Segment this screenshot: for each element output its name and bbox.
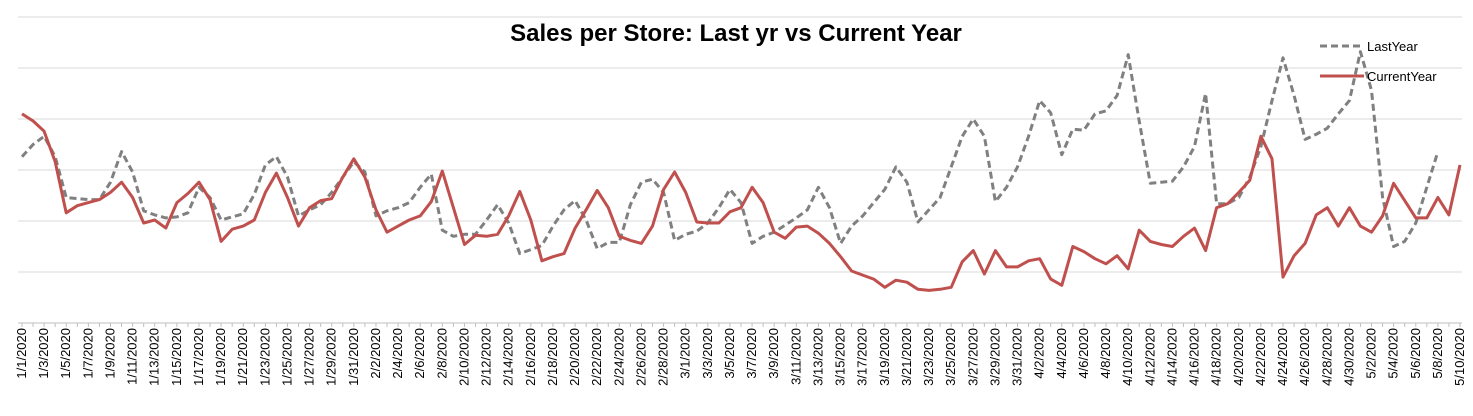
x-tick-label: 5/4/2020: [1386, 328, 1401, 379]
x-tick-label: 2/14/2020: [501, 328, 516, 386]
x-tick-label: 1/31/2020: [346, 328, 361, 386]
x-tick-label: 3/5/2020: [722, 328, 737, 379]
x-tick-label: 4/10/2020: [1120, 328, 1135, 386]
x-tick-label: 4/24/2020: [1275, 328, 1290, 386]
x-tick-label: 2/8/2020: [434, 328, 449, 379]
x-tick-label: 4/8/2020: [1098, 328, 1113, 379]
x-tick-label: 4/4/2020: [1054, 328, 1069, 379]
x-tick-label: 1/5/2020: [58, 328, 73, 379]
x-tick-label: 1/25/2020: [279, 328, 294, 386]
x-tick-label: 2/26/2020: [633, 328, 648, 386]
x-tick-label: 1/9/2020: [102, 328, 117, 379]
x-tick-label: 3/27/2020: [965, 328, 980, 386]
x-tick-label: 3/3/2020: [700, 328, 715, 379]
x-tick-label: 5/10/2020: [1452, 328, 1467, 386]
line-series: [20, 50, 1440, 256]
chart-title: Sales per Store: Last yr vs Current Year: [510, 20, 962, 47]
x-tick-label: 1/15/2020: [169, 328, 184, 386]
x-tick-label: 1/17/2020: [191, 328, 206, 386]
x-tick-label: 2/20/2020: [567, 328, 582, 386]
x-tick-label: 2/2/2020: [368, 328, 383, 379]
legend-label: LastYear: [1367, 39, 1419, 54]
x-tick-label: 5/6/2020: [1408, 328, 1423, 379]
x-tick-label: 1/3/2020: [36, 328, 51, 379]
x-tick-label: 3/7/2020: [744, 328, 759, 379]
x-tick-label: 3/17/2020: [855, 328, 870, 386]
x-tick-label: 3/15/2020: [833, 328, 848, 386]
x-tick-label: 2/12/2020: [479, 328, 494, 386]
x-tick-label: 4/20/2020: [1231, 328, 1246, 386]
x-tick-label: 4/18/2020: [1209, 328, 1224, 386]
x-tick-label: 1/11/2020: [125, 328, 140, 385]
x-tick-label: 4/2/2020: [1032, 328, 1047, 379]
x-tick-label: 4/28/2020: [1319, 328, 1334, 386]
x-tick-label: 5/8/2020: [1430, 328, 1445, 379]
x-tick-label: 2/6/2020: [412, 328, 427, 379]
x-tick-label: 3/9/2020: [766, 328, 781, 379]
x-tick-label: 3/29/2020: [987, 328, 1002, 386]
x-tick-label: 2/28/2020: [656, 328, 671, 386]
x-tick-label: 1/27/2020: [302, 328, 317, 386]
x-tick-label: 4/26/2020: [1297, 328, 1312, 386]
x-tick-label: 3/21/2020: [899, 328, 914, 386]
legend-label: CurrentYear: [1367, 69, 1437, 84]
x-tick-label: 2/4/2020: [390, 328, 405, 379]
x-tick-label: 1/19/2020: [213, 328, 228, 386]
x-tick-label: 1/21/2020: [235, 328, 250, 386]
x-tick-label: 1/7/2020: [80, 328, 95, 379]
x-tick-label: 4/22/2020: [1253, 328, 1268, 386]
x-tick-label: 5/2/2020: [1364, 328, 1379, 379]
x-tick-label: 4/16/2020: [1187, 328, 1202, 386]
x-tick-label: 4/6/2020: [1076, 328, 1091, 379]
x-tick-label: 2/16/2020: [523, 328, 538, 386]
x-tick-label: 3/11/2020: [788, 328, 803, 385]
x-tick-label: 1/23/2020: [257, 328, 272, 386]
x-tick-label: 4/12/2020: [1142, 328, 1157, 386]
x-tick-label: 1/1/2020: [14, 328, 29, 379]
x-tick-label: 3/1/2020: [678, 328, 693, 379]
x-tick-label: 3/23/2020: [921, 328, 936, 386]
x-tick-label: 2/10/2020: [456, 328, 471, 386]
x-tick-label: 1/13/2020: [147, 328, 162, 386]
x-tick-label: 3/31/2020: [1010, 328, 1025, 386]
x-tick-label: 4/30/2020: [1341, 328, 1356, 386]
x-tick-label: 1/29/2020: [324, 328, 339, 386]
x-tick-label: 3/25/2020: [943, 328, 958, 386]
line-series: [21, 112, 1462, 292]
x-tick-label: 3/13/2020: [810, 328, 825, 386]
x-tick-label: 3/19/2020: [877, 328, 892, 386]
x-tick-label: 4/14/2020: [1164, 328, 1179, 386]
x-tick-label: 2/18/2020: [545, 328, 560, 386]
x-tick-label: 2/22/2020: [589, 328, 604, 386]
x-tick-label: 2/24/2020: [611, 328, 626, 386]
